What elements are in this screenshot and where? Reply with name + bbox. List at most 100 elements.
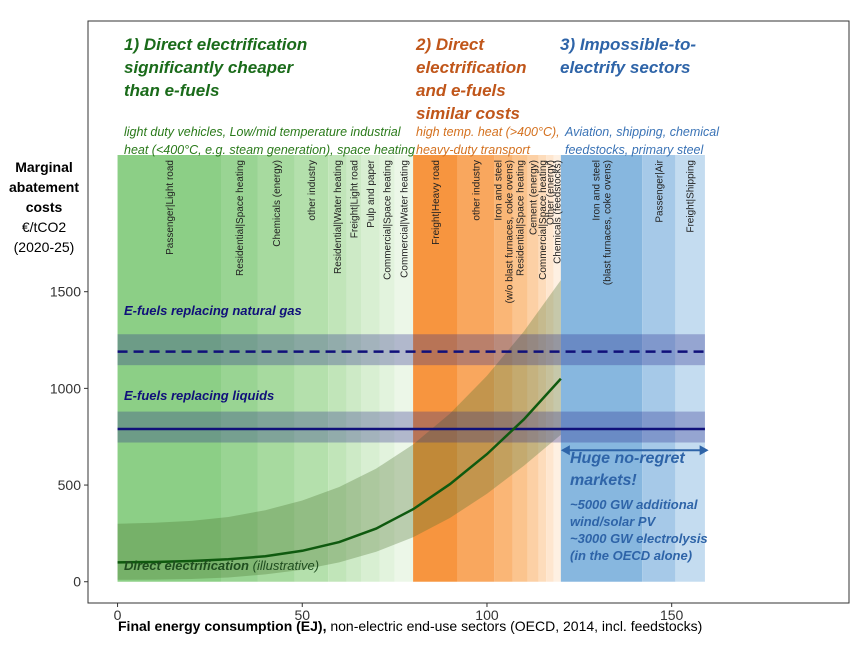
group-similar-description-line-1: high temp. heat (>400°C), <box>416 125 560 139</box>
x-tick-label-150: 150 <box>660 607 684 623</box>
sector-label-10-line-0: other industry <box>471 160 482 221</box>
group-similar-description-line-2: heavy-duty transport <box>416 143 530 157</box>
sector-label-6-line-0: Pulp and paper <box>366 159 377 228</box>
markets-title-line-2: markets! <box>570 472 637 489</box>
group-direct-heading-line-3: than e-fuels <box>124 81 220 100</box>
plot-frame <box>87 20 850 604</box>
sector-label-11: Iron and steel(w/o blast furnaces, coke … <box>494 160 516 303</box>
markets-detail-line-1: ~5000 GW additional <box>570 497 698 512</box>
x-tick-label-100: 100 <box>475 607 499 623</box>
sector-label-3-line-0: other industry <box>307 160 318 221</box>
sector-label-5-line-0: Freight|Light road <box>349 160 360 238</box>
markets-detail-line-4: (in the OECD alone) <box>570 548 693 563</box>
sector-bar-5 <box>346 155 362 582</box>
sector-label-7: Commercial|Space heating <box>383 160 394 280</box>
sector-bar-0 <box>117 155 221 582</box>
sector-bar-18 <box>642 155 676 582</box>
sector-bar-15 <box>546 155 554 582</box>
sector-label-9: Freight|Heavy road <box>431 160 442 245</box>
sector-label-3: other industry <box>307 160 318 221</box>
sector-label-10: other industry <box>471 160 482 221</box>
y-axis-title-line-3: costs <box>25 199 63 215</box>
group-impossible-heading-line-1: 3) Impossible-to- <box>560 35 697 54</box>
markets-title-line-1: Huge no-regret <box>570 450 685 467</box>
sector-label-15-line-0: Other (energy) <box>545 160 556 225</box>
x-axis-title-rest: non-electric end-use sectors (OECD, 2014… <box>326 618 703 634</box>
sector-bar-4 <box>328 155 347 582</box>
y-tick-label-500: 500 <box>58 477 82 493</box>
direct-electrification-curve <box>117 377 562 564</box>
sector-label-17: Iron and steel(blast furnaces, coke oven… <box>591 160 613 285</box>
sector-bar-13 <box>527 155 539 582</box>
sector-label-7-line-0: Commercial|Space heating <box>383 160 394 280</box>
y-axis-title-line-4: €/tCO2 <box>21 219 67 235</box>
y-tick-label-1000: 1000 <box>50 380 81 396</box>
sector-label-16-line-0: Chemicals (feedstocks) <box>553 160 564 264</box>
sector-bar-10 <box>457 155 495 582</box>
efuel-band-1 <box>117 411 705 443</box>
group-similar-heading-line-4: similar costs <box>416 104 520 123</box>
sector-label-19: Freight|Shipping <box>686 160 697 233</box>
sector-label-18: Passenger|Air <box>654 159 665 222</box>
sector-bar-12 <box>512 155 528 582</box>
group-direct-heading-line-2: significantly cheaper <box>124 58 294 77</box>
group-direct-heading-line-1: 1) Direct electrification <box>124 35 308 54</box>
group-impossible-description-line-2: feedstocks, primary steel <box>565 143 704 157</box>
y-tick-label-0: 0 <box>73 574 81 590</box>
sector-label-15: Other (energy) <box>545 160 556 225</box>
efuel-gas-label: E-fuels replacing natural gas <box>124 303 302 318</box>
x-axis-title: Final energy consumption (EJ), non-elect… <box>118 618 702 634</box>
markets-annotation: Huge no-regret markets! ~5000 GW additio… <box>570 448 708 564</box>
group-similar-description: high temp. heat (>400°C), heavy-duty tra… <box>416 123 560 159</box>
sector-bar-9 <box>413 155 458 582</box>
group-direct-heading: 1) Direct electrification significantly … <box>124 33 307 102</box>
sector-label-13-line-0: Cement (energy) <box>529 160 540 235</box>
group-similar-heading-line-3: and e-fuels <box>416 81 506 100</box>
group-direct-description-line-2: heat (<400°C, e.g. steam generation), sp… <box>124 143 415 157</box>
sector-bar-8 <box>394 155 414 582</box>
sector-bar-3 <box>294 155 329 582</box>
sector-label-2: Chemicals (energy) <box>272 160 283 247</box>
sector-label-0-line-0: Passenger|Light road <box>165 160 176 255</box>
sector-label-17-line-1: (blast furnaces, coke ovens) <box>602 160 613 285</box>
sector-label-14-line-0: Commercial|Space heating <box>538 160 549 280</box>
sector-label-4: Residential|Water heating <box>333 160 344 274</box>
group-similar-heading-line-2: electrification <box>416 58 527 77</box>
sector-label-13: Cement (energy) <box>529 160 540 235</box>
sector-label-11-line-0: Iron and steel <box>494 160 505 221</box>
sector-bar-17 <box>560 155 643 582</box>
group-impossible-description: Aviation, shipping, chemical feedstocks,… <box>565 123 719 159</box>
group-impossible-heading-line-2: electrify sectors <box>560 58 691 77</box>
direct-electrification-label-main: Direct electrification <box>124 558 249 573</box>
sector-bar-2 <box>257 155 295 582</box>
sector-bar-19 <box>675 155 705 582</box>
sector-label-16: Chemicals (feedstocks) <box>553 160 564 264</box>
sector-label-1: Residential|Space heating <box>235 160 246 276</box>
group-direct-description-line-1: light duty vehicles, Low/mid temperature… <box>124 125 401 139</box>
efuel-band-0 <box>117 334 705 366</box>
markets-arrow-head-right <box>699 445 709 456</box>
group-similar-heading: 2) Direct electrification and e-fuels si… <box>416 33 527 125</box>
sector-label-12-line-0: Residential|Space heating <box>516 160 527 276</box>
sector-label-5: Freight|Light road <box>349 160 360 238</box>
group-similar-heading-line-1: 2) Direct <box>416 35 485 54</box>
x-axis-title-bold: Final energy consumption (EJ), <box>118 618 327 634</box>
sector-bar-16 <box>553 155 561 582</box>
group-impossible-description-line-1: Aviation, shipping, chemical <box>565 125 720 139</box>
y-axis-title: Marginal abatement costs €/tCO2 (2020-25… <box>0 157 88 257</box>
sector-bar-6 <box>361 155 380 582</box>
sector-bar-11 <box>494 155 513 582</box>
efuel-liquids-label: E-fuels replacing liquids <box>124 388 275 403</box>
direct-electrification-label: Direct electrification (illustrative) <box>124 558 319 573</box>
group-impossible-heading: 3) Impossible-to- electrify sectors <box>560 33 696 79</box>
direct-electrification-range <box>117 280 561 580</box>
sector-label-8-line-0: Commercial|Water heating <box>399 160 410 278</box>
sector-bar-14 <box>538 155 547 582</box>
x-tick-label-50: 50 <box>294 607 310 623</box>
sector-label-2-line-0: Chemicals (energy) <box>272 160 283 247</box>
x-tick-label-0: 0 <box>114 607 122 623</box>
sector-label-0: Passenger|Light road <box>165 160 176 255</box>
sector-label-18-line-0: Passenger|Air <box>654 159 665 222</box>
sector-label-4-line-0: Residential|Water heating <box>333 160 344 274</box>
